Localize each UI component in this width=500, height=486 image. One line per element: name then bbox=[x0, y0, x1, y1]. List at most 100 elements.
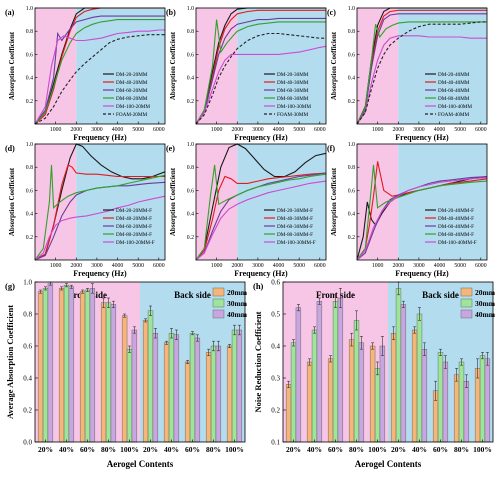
x-axis-label: Frequency (Hz) bbox=[395, 269, 449, 278]
bar bbox=[327, 358, 334, 443]
y-tick-label: 0.2 bbox=[187, 235, 194, 241]
series-line bbox=[34, 29, 165, 125]
y-tick-label: 0.6 bbox=[23, 343, 32, 351]
y-tick-label: 0.8 bbox=[348, 165, 355, 171]
back-region-shade bbox=[398, 8, 487, 124]
x-tick-label: 60% bbox=[433, 445, 448, 454]
bar bbox=[337, 297, 344, 443]
bar bbox=[121, 315, 128, 443]
series-line bbox=[195, 45, 327, 125]
x-tick-label: 4000 bbox=[434, 263, 446, 269]
series-line bbox=[195, 180, 327, 261]
x-tick-label: 3000 bbox=[413, 263, 425, 269]
plot-frame bbox=[34, 7, 166, 125]
plot-frame bbox=[356, 143, 488, 261]
legend-label: DM-20-40MM-F bbox=[438, 208, 474, 214]
y-tick-label: 0.2 bbox=[23, 407, 32, 415]
x-tick-label: 60% bbox=[328, 445, 343, 454]
x-axis-label: Frequency (Hz) bbox=[73, 133, 127, 142]
legend-label: DM-40-20MM bbox=[116, 80, 148, 86]
bar bbox=[484, 358, 491, 443]
panel-label: (c) bbox=[327, 8, 336, 17]
x-tick-label: 6000 bbox=[153, 263, 165, 269]
y-tick-label: 0.4 bbox=[348, 76, 355, 82]
x-tick-label: 5000 bbox=[454, 127, 466, 133]
bar bbox=[390, 333, 397, 443]
back-region-shade bbox=[76, 8, 165, 124]
bar bbox=[147, 310, 154, 443]
x-tick-label: 2000 bbox=[392, 263, 404, 269]
bar bbox=[479, 355, 486, 443]
x-tick-label: 6000 bbox=[153, 127, 165, 133]
x-axis-label: Frequency (Hz) bbox=[234, 133, 288, 142]
bar bbox=[358, 342, 365, 443]
x-tick-label: 2000 bbox=[70, 263, 82, 269]
x-tick-label: 20% bbox=[391, 445, 406, 454]
legend-label: DM-60-40MM-F bbox=[438, 224, 474, 230]
legend-label: DM-60-20MM-F bbox=[116, 224, 152, 230]
x-tick-label: 1000 bbox=[211, 127, 223, 133]
y-tick-label: 1.0 bbox=[187, 142, 194, 148]
y-axis-label: Absorption Coefficient bbox=[8, 31, 16, 100]
legend-label: DM-60-30MM bbox=[277, 88, 309, 94]
legend-label: 30mm bbox=[475, 299, 496, 308]
bar bbox=[110, 304, 117, 443]
bar bbox=[316, 301, 323, 443]
bar bbox=[395, 288, 402, 443]
y-tick-label: 0.8 bbox=[26, 29, 33, 35]
series-line bbox=[356, 177, 488, 261]
bar bbox=[189, 333, 196, 443]
legend-label: DM-100-30MM-F bbox=[277, 240, 316, 246]
x-tick-label: 1000 bbox=[372, 263, 384, 269]
y-tick-label: 0.2 bbox=[26, 99, 33, 105]
y-tick-label: 0.6 bbox=[348, 188, 355, 194]
bar bbox=[42, 288, 49, 443]
legend-label: FOAM-20MM bbox=[116, 112, 148, 118]
bar bbox=[295, 307, 302, 443]
x-axis-label: Frequency (Hz) bbox=[395, 133, 449, 142]
bar-panel-1: Front side Back side0.10.20.30.40.50.620%… bbox=[253, 279, 496, 470]
series-line bbox=[195, 164, 327, 261]
legend-label: 40mm bbox=[227, 310, 248, 319]
bar bbox=[231, 329, 238, 443]
legend-label: DM-20-30MM-F bbox=[277, 208, 313, 214]
bar bbox=[47, 283, 54, 443]
y-tick-label: 0.4 bbox=[187, 212, 194, 218]
legend-label: DM-20-20MM bbox=[116, 72, 148, 78]
x-tick-label: 1000 bbox=[372, 127, 384, 133]
x-tick-label: 2000 bbox=[231, 263, 243, 269]
y-tick-label: 1.0 bbox=[26, 6, 33, 12]
bar bbox=[58, 288, 65, 443]
legend-label: DM-20-40MM bbox=[438, 72, 470, 78]
line-panel-0: 1000 2000 3000 4000 5000 6000 0.2 0.4 0.6 0.8 1.0 F… bbox=[5, 6, 166, 142]
x-axis-label: Frequency (Hz) bbox=[234, 269, 288, 278]
legend-swatch bbox=[460, 298, 473, 308]
legend-label: DM-20-20MM-F bbox=[116, 208, 152, 214]
y-axis-label: Absorption Coefficient bbox=[330, 167, 338, 236]
y-axis-label: Absorption Coefficient bbox=[330, 31, 338, 100]
series-line bbox=[195, 19, 326, 125]
x-axis-label: Aerogel Contents bbox=[107, 459, 174, 469]
legend-label: DM-100-30MM bbox=[277, 104, 311, 110]
legend-label: DM-80-20MM-F bbox=[116, 232, 152, 238]
x-tick-label: 3000 bbox=[91, 263, 103, 269]
x-tick-label: 6000 bbox=[475, 127, 487, 133]
x-tick-label: 20% bbox=[143, 445, 158, 454]
y-axis-label: Average Absorption Coefficient bbox=[5, 305, 15, 419]
plot-frame bbox=[282, 281, 494, 443]
series-line bbox=[356, 13, 487, 125]
x-tick-label: 5000 bbox=[293, 127, 305, 133]
bar bbox=[463, 381, 470, 443]
plot-frame bbox=[34, 143, 166, 261]
plot-frame bbox=[195, 143, 327, 261]
front-region-shade bbox=[196, 8, 238, 124]
legend-label: DM-60-20MM bbox=[116, 88, 148, 94]
x-tick-label: 4000 bbox=[112, 127, 124, 133]
y-tick-label: 0.4 bbox=[26, 212, 33, 218]
legend-label: DM-100-40MM bbox=[438, 104, 472, 110]
y-tick-label: 1.0 bbox=[348, 142, 355, 148]
x-tick-label: 6000 bbox=[314, 127, 326, 133]
back-side-label: Back side bbox=[422, 290, 459, 300]
y-tick-label: 0.2 bbox=[271, 407, 280, 415]
legend-label: DM-80-30MM bbox=[277, 96, 309, 102]
